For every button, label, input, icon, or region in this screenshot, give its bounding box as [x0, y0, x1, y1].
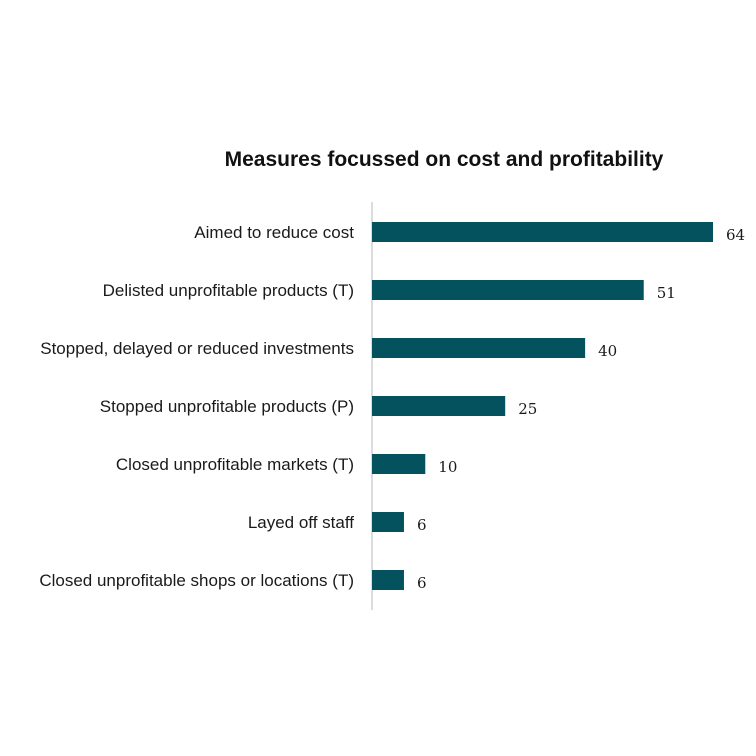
- category-label: Layed off staff: [248, 513, 354, 532]
- chart-title: Measures focussed on cost and profitabil…: [225, 148, 664, 171]
- chart-marks: Aimed to reduce cost 64 Delisted unprofita…: [39, 222, 745, 592]
- data-label: 25: [518, 400, 537, 418]
- data-label: 64: [726, 226, 745, 244]
- bar: [372, 396, 506, 416]
- bar: [372, 454, 426, 474]
- category-label: Stopped, delayed or reduced investments: [40, 339, 354, 358]
- bar: [372, 512, 404, 532]
- data-label: 10: [438, 458, 457, 476]
- category-label: Aimed to reduce cost: [194, 223, 354, 242]
- data-label: 40: [598, 342, 617, 360]
- bar: [372, 570, 404, 590]
- bar: [372, 280, 644, 300]
- bar: [372, 338, 586, 358]
- category-label: Delisted unprofitable products (T): [103, 281, 354, 300]
- data-label: 6: [417, 516, 427, 534]
- data-label: 6: [417, 574, 427, 592]
- category-label: Stopped unprofitable products (P): [100, 397, 354, 416]
- category-label: Closed unprofitable markets (T): [116, 455, 354, 474]
- category-label: Closed unprofitable shops or locations (…: [39, 571, 354, 590]
- bar: [372, 222, 713, 242]
- data-label: 51: [657, 284, 676, 302]
